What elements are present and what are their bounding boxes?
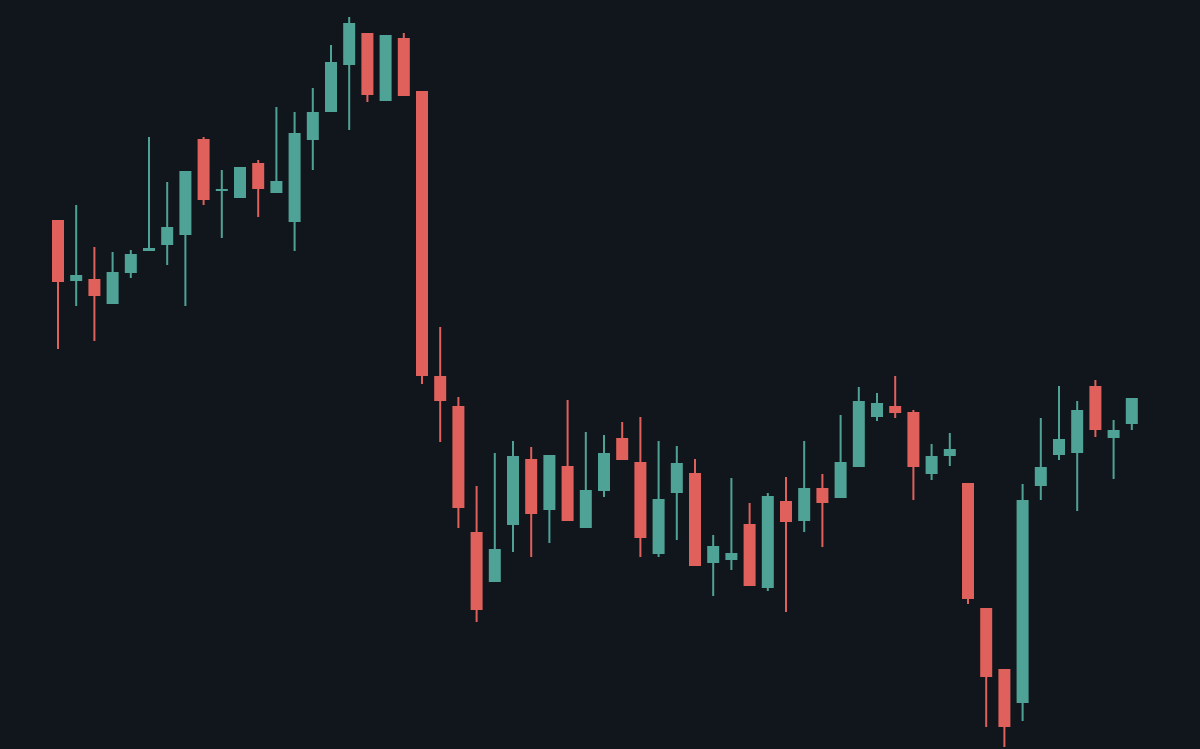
candle-body: [452, 406, 465, 508]
candle-body: [543, 455, 556, 510]
candle-body: [670, 463, 683, 493]
candle-body: [907, 412, 920, 467]
candle-body: [143, 248, 155, 251]
candle-body: [416, 91, 428, 376]
candle-body: [780, 501, 792, 522]
candle-body: [361, 33, 374, 95]
candle-body: [270, 181, 283, 193]
candle-body: [1089, 386, 1102, 430]
candle-body: [689, 473, 701, 566]
candle-body: [743, 524, 756, 586]
candle-body: [1034, 467, 1047, 486]
candle-body: [707, 546, 720, 563]
candle-body: [434, 376, 447, 401]
candle-body: [179, 171, 192, 235]
candle-body: [725, 553, 738, 560]
candle-body: [215, 189, 228, 191]
candle-body: [561, 466, 574, 521]
candle-body: [1053, 439, 1065, 455]
candle-body: [106, 272, 119, 304]
candle-body: [306, 112, 319, 140]
candle-body: [234, 167, 246, 198]
candle-body: [616, 438, 629, 460]
candle-body: [379, 35, 392, 101]
candle-body: [834, 462, 847, 498]
candle-body: [962, 483, 974, 599]
candle-body: [124, 254, 137, 273]
candle-body: [1125, 398, 1138, 424]
candle-body: [816, 488, 829, 503]
candle-body: [52, 220, 64, 282]
candle-body: [943, 449, 956, 456]
candle-body: [470, 532, 483, 610]
candle-body: [252, 163, 265, 189]
candle-body: [634, 462, 647, 538]
candle-body: [925, 456, 938, 474]
candle-body: [1107, 430, 1120, 438]
candle-body: [343, 23, 356, 65]
candle-body: [1071, 410, 1084, 453]
candle-body: [598, 453, 610, 491]
candle-body: [852, 401, 865, 467]
candle-body: [889, 406, 902, 413]
candle-body: [761, 496, 774, 588]
candle-body: [998, 669, 1011, 727]
candle-body: [525, 459, 538, 514]
candle-body: [980, 608, 993, 677]
candle-body: [88, 279, 101, 296]
candle-body: [397, 38, 410, 96]
candle-body: [197, 139, 210, 200]
candle-body: [488, 549, 501, 582]
candle-body: [579, 490, 592, 528]
candle-body: [507, 456, 519, 525]
candle-body: [288, 133, 301, 222]
candle-body: [1016, 500, 1029, 703]
candle-body: [798, 488, 811, 521]
candle-body: [871, 403, 883, 417]
candle-body: [652, 499, 665, 554]
candle-body: [70, 275, 83, 281]
candle-body: [161, 227, 174, 245]
candle-body: [325, 62, 337, 112]
